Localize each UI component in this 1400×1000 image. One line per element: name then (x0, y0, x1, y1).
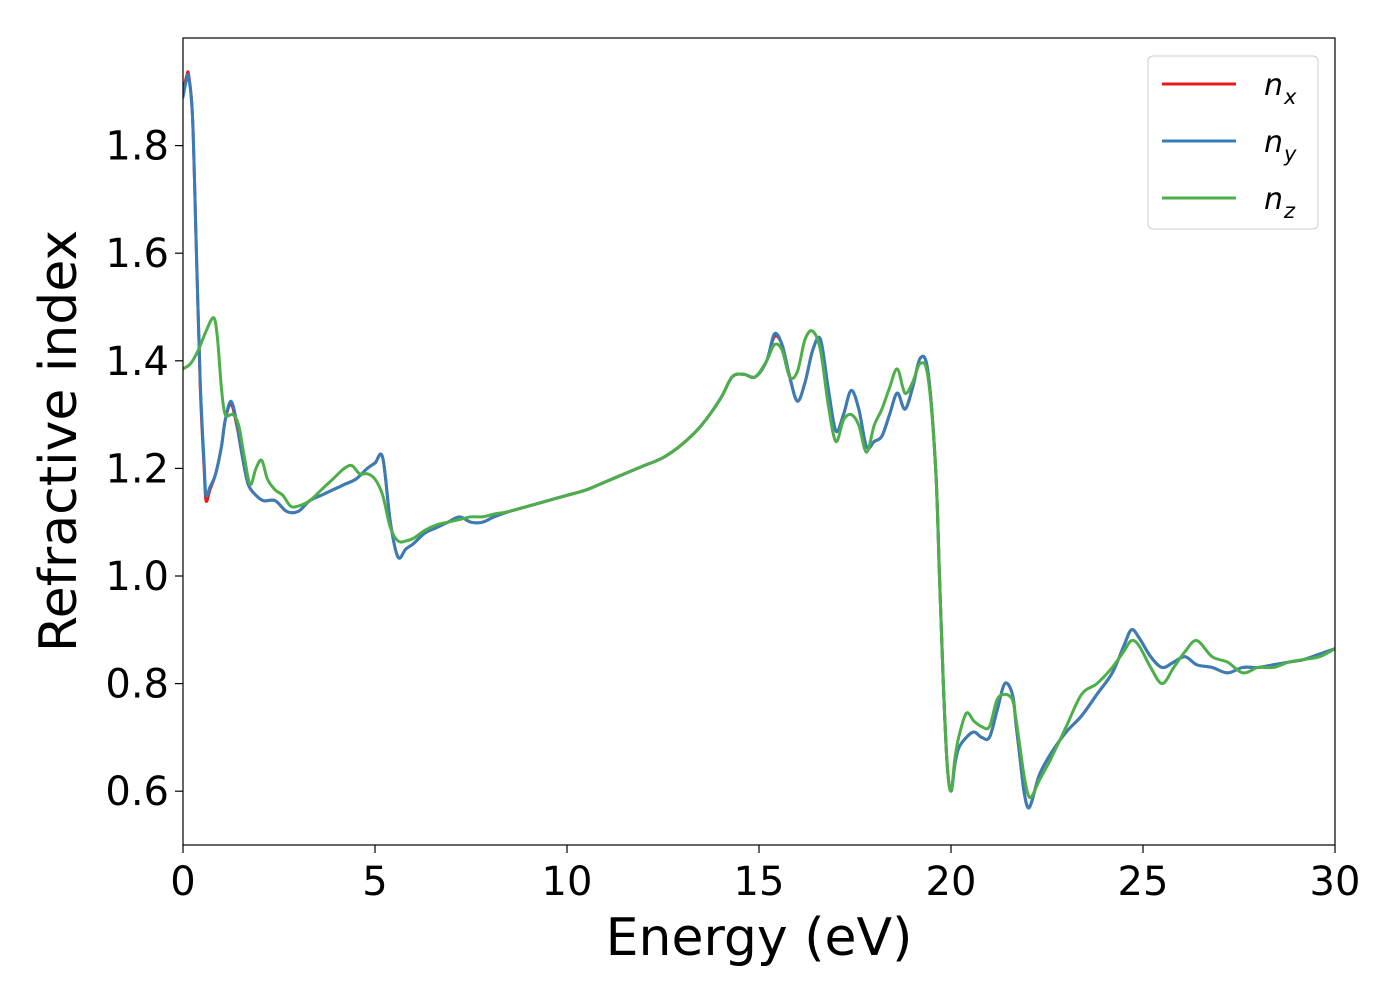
y-tick-label: 1.4 (105, 339, 169, 385)
legend-label-base: n (1264, 68, 1283, 103)
legend-label-subscript: y (1283, 142, 1297, 166)
series-layer (183, 70, 1335, 810)
y-axis-ticks: 0.6 0.8 1.0 1.2 1.4 1.6 1.8 (105, 124, 183, 815)
x-tick-label: 25 (1118, 859, 1169, 905)
x-axis-label: Energy (eV) (606, 908, 913, 968)
y-tick-label: 0.6 (105, 769, 169, 815)
x-tick-label: 30 (1310, 859, 1361, 905)
x-tick-label: 20 (926, 859, 977, 905)
x-tick-label: 5 (362, 859, 387, 905)
y-axis-label: Refractive index (29, 230, 89, 652)
x-axis-ticks: 0 5 10 15 20 25 30 (170, 845, 1360, 905)
y-tick-label: 0.8 (105, 662, 169, 708)
legend-label-base: n (1264, 125, 1283, 160)
x-tick-label: 0 (170, 859, 195, 905)
legend-label-subscript: x (1283, 85, 1297, 109)
y-tick-label: 1.6 (105, 231, 169, 277)
legend-label-base: n (1264, 182, 1283, 217)
series-line-y (183, 73, 1335, 810)
y-tick-label: 1.0 (105, 554, 169, 600)
x-tick-label: 10 (542, 859, 593, 905)
x-tick-label: 15 (734, 859, 785, 905)
y-tick-label: 1.2 (105, 446, 169, 492)
legend-label-y: ny (1264, 125, 1297, 166)
series-line-z (183, 316, 1335, 800)
y-tick-label: 1.8 (105, 124, 169, 170)
plot-area (183, 38, 1335, 845)
legend-label-z: nz (1264, 182, 1296, 223)
legend-label-x: nx (1264, 68, 1297, 109)
legend-label-subscript: z (1283, 199, 1296, 223)
